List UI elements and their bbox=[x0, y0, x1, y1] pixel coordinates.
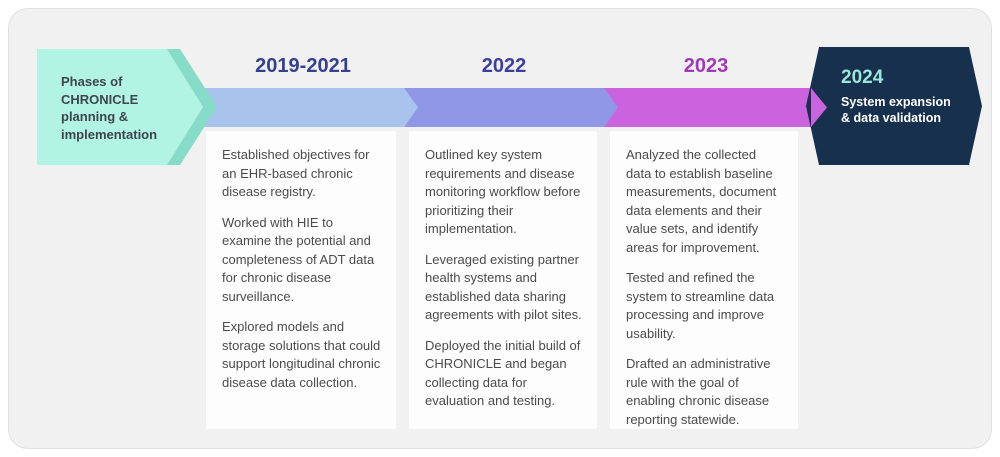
phase-card-2022: Outlined key system requirements and dis… bbox=[409, 131, 597, 429]
final-phase-year: 2024 bbox=[841, 67, 884, 88]
phase-paragraph: Tested and refined the system to streaml… bbox=[626, 270, 775, 341]
year-heading-2023: 2023 bbox=[683, 55, 729, 77]
timeline-bar-2022 bbox=[404, 88, 604, 127]
phase-paragraph: Explored models and storage solutions th… bbox=[222, 319, 381, 390]
year-heading-2019-2021: 2019-2021 bbox=[255, 55, 351, 77]
phase-paragraph: Deployed the initial build of CHRONICLE … bbox=[425, 337, 581, 409]
lead-label: Phases of CHRONICLE planning & implement… bbox=[61, 74, 158, 142]
lead-arrow: Phases of CHRONICLE planning & implement… bbox=[37, 49, 203, 165]
phase-paragraph: Drafted an administrative rule with the … bbox=[626, 356, 771, 427]
timeline-bar-2019-2021 bbox=[202, 88, 404, 127]
final-phase-subtitle: System expansion & data validation bbox=[841, 95, 951, 125]
phase-paragraph: Leveraged existing partner health system… bbox=[425, 251, 582, 323]
phase-paragraph: Analyzed the collected data to establish… bbox=[626, 147, 777, 255]
phase-card-2023: Analyzed the collected data to establish… bbox=[610, 131, 798, 429]
phase-paragraph: Established objectives for an EHR-based … bbox=[222, 147, 370, 199]
timeline-bar-2023 bbox=[604, 88, 811, 127]
phase-paragraph: Worked with HIE to examine the potential… bbox=[222, 214, 375, 304]
phase-paragraph: Outlined key system requirements and dis… bbox=[425, 147, 581, 236]
year-heading-2022: 2022 bbox=[481, 55, 527, 77]
background-frame: Phases of CHRONICLE planning & implement… bbox=[8, 8, 992, 449]
final-phase-hexagon: 2024 System expansion & data validation bbox=[806, 47, 982, 165]
phase-card-2019-2021: Established objectives for an EHR-based … bbox=[206, 131, 396, 429]
